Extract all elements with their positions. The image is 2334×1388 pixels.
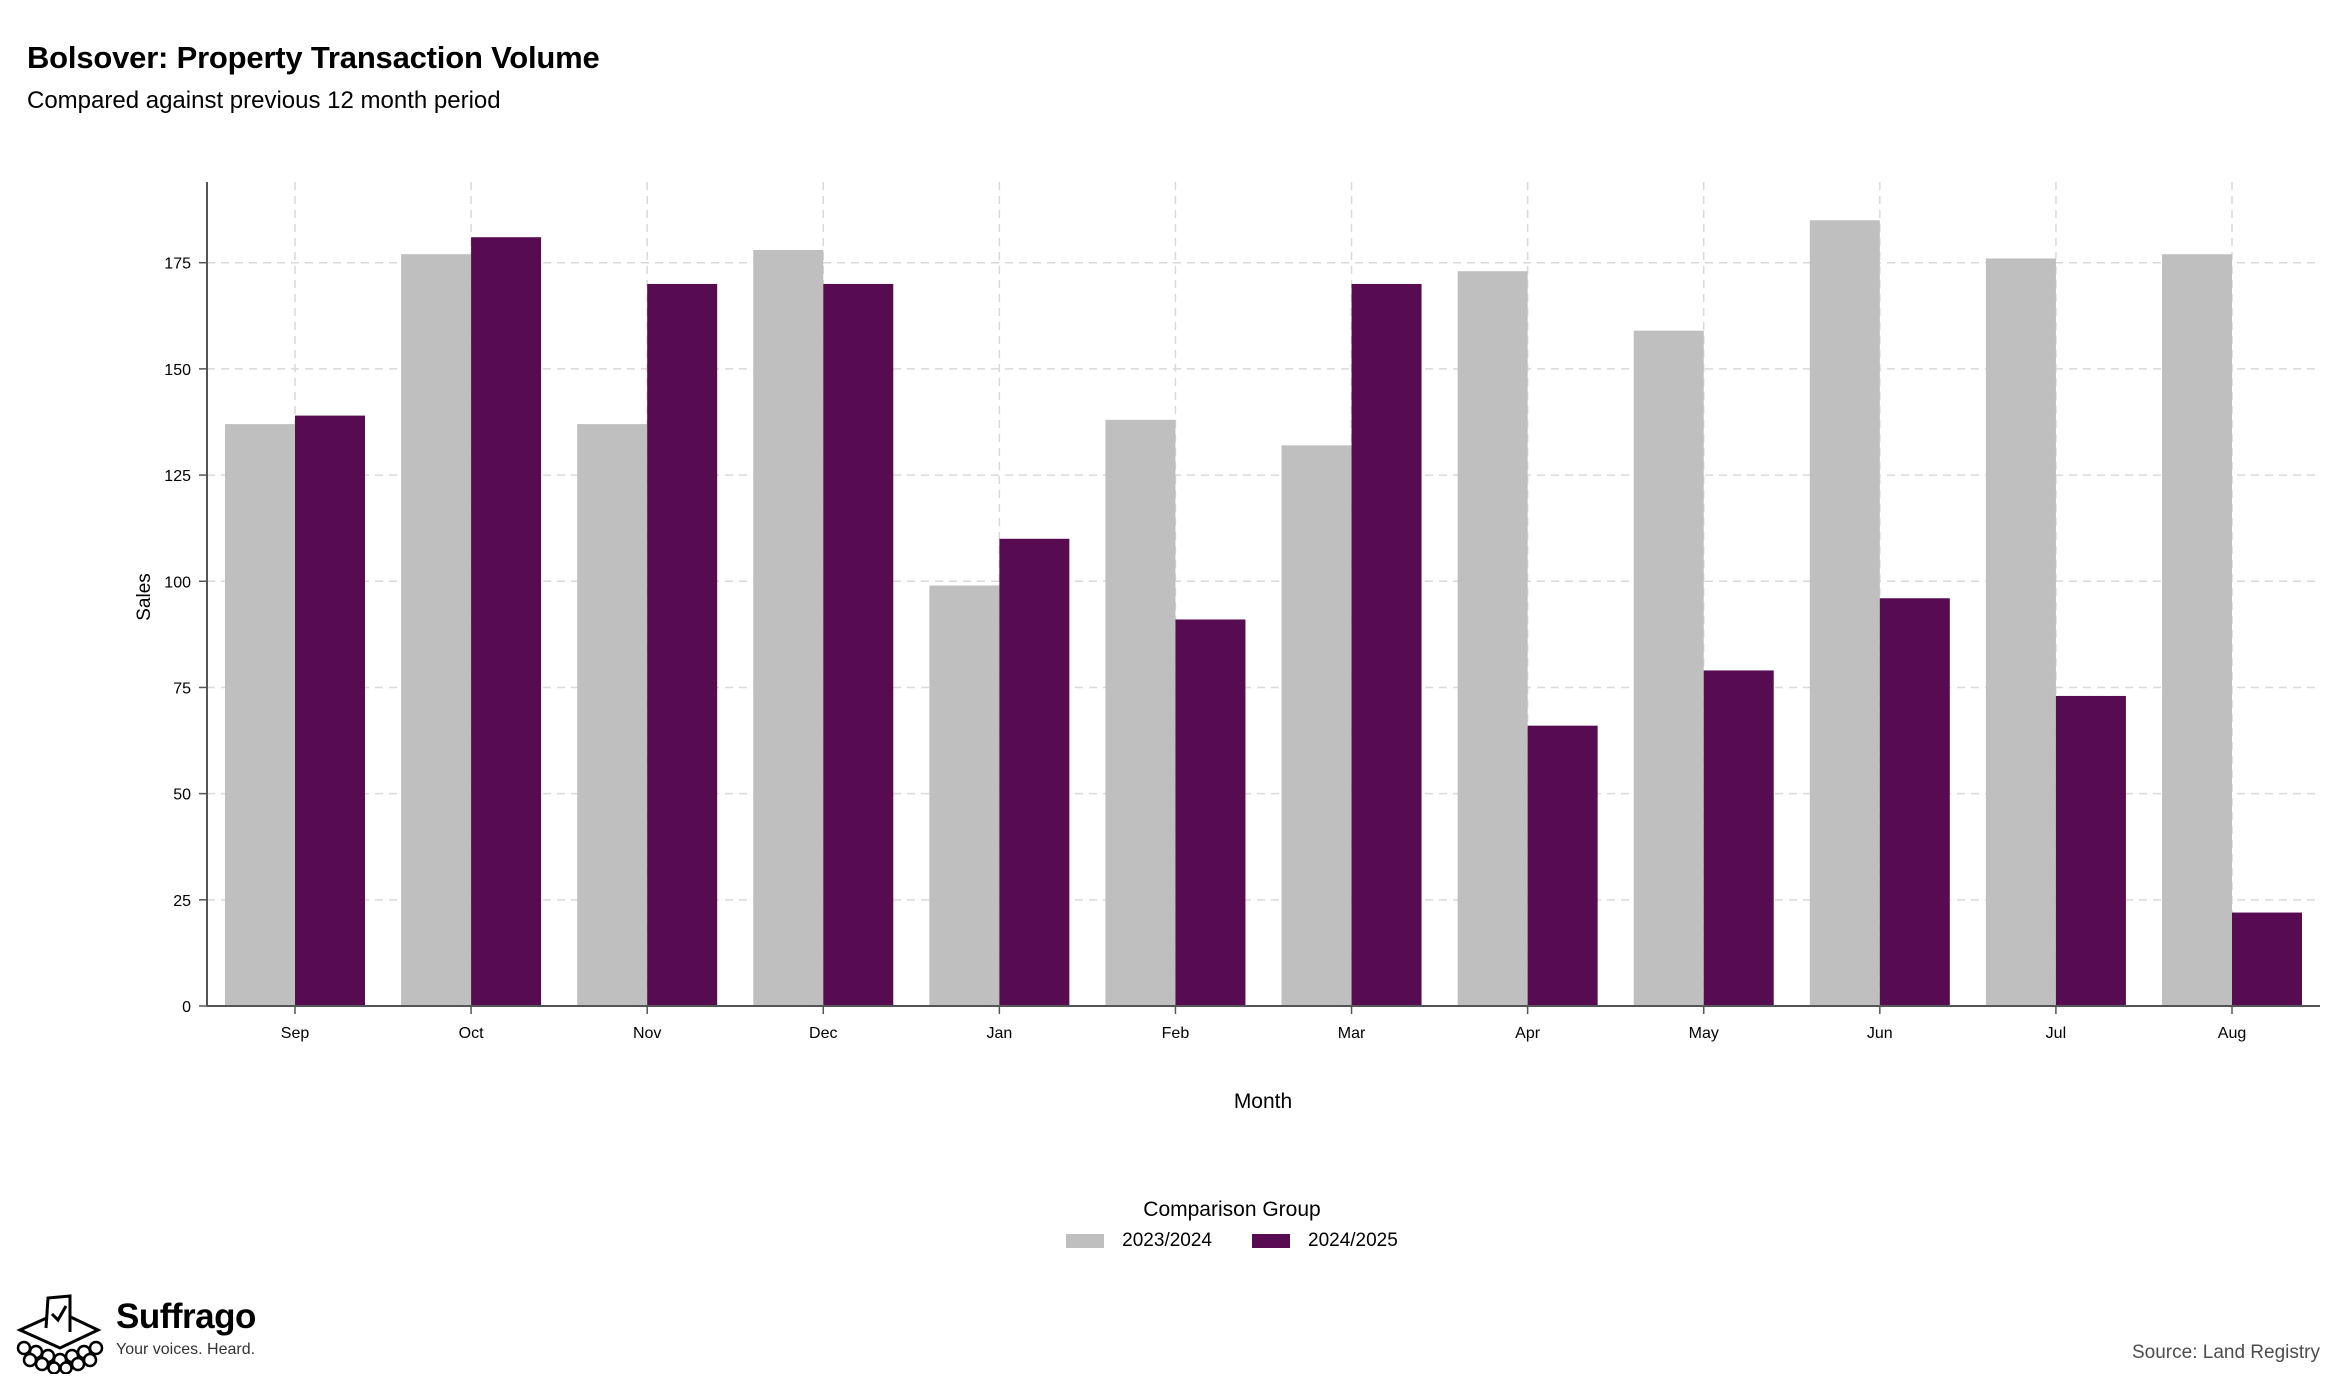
source-note: Source: Land Registry <box>2132 1342 2320 1363</box>
bar-2024-2025-apr <box>1527 725 1598 1006</box>
legend-title: Comparison Group <box>1143 1198 1321 1221</box>
y-axis-title: Sales <box>134 573 155 621</box>
bar-2024-2025-jul <box>2055 695 2126 1006</box>
bar-2023-2024-jun <box>1809 220 1880 1006</box>
x-tick-label: Jan <box>986 1025 1012 1042</box>
bar-2024-2025-jun <box>1879 598 1950 1006</box>
x-tick-label: Nov <box>633 1025 661 1042</box>
bar-2023-2024-oct <box>401 254 472 1007</box>
y-tick-label: 0 <box>182 999 191 1016</box>
y-tick-label: 25 <box>173 893 191 910</box>
bar-2023-2024-nov <box>577 424 648 1006</box>
bar-2024-2025-nov <box>647 283 718 1007</box>
brand-tagline: Your voices. Heard. <box>116 1341 256 1358</box>
x-tick-label: Jul <box>2046 1025 2066 1042</box>
bar-2023-2024-jul <box>1985 258 2056 1006</box>
legend: Comparison Group 2023/2024 2024/2025 <box>0 1198 2334 1252</box>
chart-title: Bolsover: Property Transaction Volume <box>27 40 600 75</box>
y-tick-label: 100 <box>164 574 191 591</box>
ballot-box-icon <box>16 1294 104 1374</box>
bar-2024-2025-aug <box>2232 912 2302 1006</box>
bar-2023-2024-apr <box>1457 271 1528 1006</box>
brand-name: Suffrago <box>116 1297 256 1336</box>
bar-2023-2024-mar <box>1281 445 1352 1006</box>
x-tick-label: May <box>1689 1025 1719 1042</box>
chart-subtitle: Compared against previous 12 month perio… <box>27 87 501 114</box>
bar-2023-2024-dec <box>753 249 824 1007</box>
x-tick-label: Jun <box>1867 1025 1893 1042</box>
legend-label: 2023/2024 <box>1122 1230 1212 1251</box>
x-axis-title: Month <box>1234 1090 1292 1113</box>
bar-2024-2025-may <box>1703 670 1774 1006</box>
x-tick-label: Sep <box>281 1025 310 1042</box>
bars <box>225 220 2302 1007</box>
bar-2024-2025-feb <box>1175 619 1246 1006</box>
bar-2024-2025-jan <box>999 538 1070 1006</box>
bar-2023-2024-aug <box>2162 254 2232 1007</box>
x-tick-label: Mar <box>1338 1025 1366 1042</box>
bar-2023-2024-may <box>1633 330 1704 1006</box>
x-tick-label: Apr <box>1515 1025 1541 1042</box>
y-tick-label: 175 <box>164 256 191 273</box>
legend-label: 2024/2025 <box>1308 1230 1398 1251</box>
legend-item-2024-2025: 2024/2025 <box>1252 1230 1398 1252</box>
axes: 0 25 50 75 100 125 150 175 Sep Oct Nov Dec Jan Feb Mar… <box>164 182 2320 1042</box>
x-tick-label: Dec <box>809 1025 837 1042</box>
x-tick-label: Aug <box>2218 1025 2246 1042</box>
bar-2023-2024-feb <box>1105 419 1176 1006</box>
y-tick-label: 125 <box>164 468 191 485</box>
legend-swatch <box>1252 1234 1290 1248</box>
y-tick-label: 75 <box>173 680 191 697</box>
bar-2024-2025-mar <box>1351 283 1422 1007</box>
y-tick-label: 150 <box>164 362 191 379</box>
brand-logo: Suffrago Your voices. Heard. <box>14 1292 256 1374</box>
x-tick-label: Oct <box>459 1025 484 1042</box>
legend-swatch <box>1066 1234 1105 1248</box>
bar-2023-2024-jan <box>929 585 1000 1006</box>
bar-2023-2024-sep <box>225 424 295 1006</box>
bar-2024-2025-oct <box>471 237 542 1006</box>
y-tick-label: 50 <box>173 787 191 804</box>
x-tick-label: Feb <box>1162 1025 1190 1042</box>
legend-item-2023-2024: 2023/2024 <box>1066 1230 1212 1252</box>
bar-2024-2025-sep <box>295 415 365 1006</box>
bar-2024-2025-dec <box>823 283 894 1007</box>
